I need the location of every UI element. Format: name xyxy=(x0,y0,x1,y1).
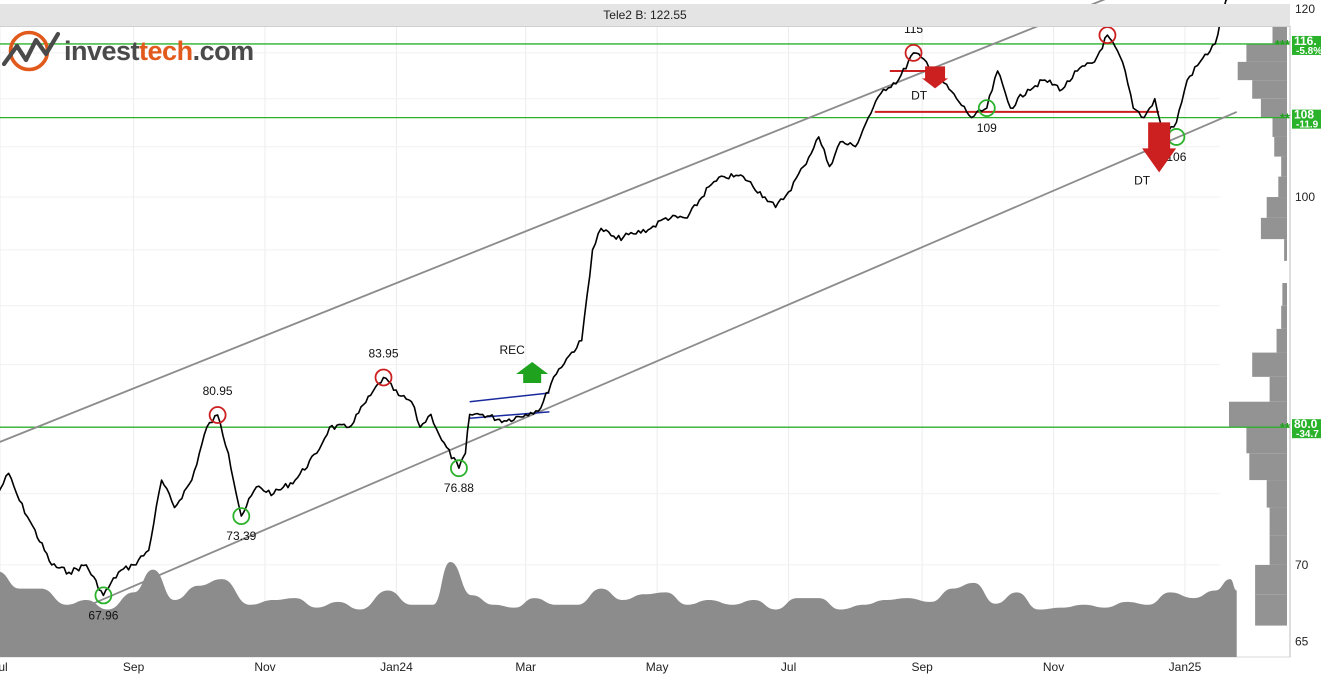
volume-profile-bar xyxy=(1255,594,1287,626)
up-arrow-icon xyxy=(516,362,549,384)
volume-profile-bar xyxy=(1252,80,1287,99)
y-tick-label: 100 xyxy=(1295,190,1315,204)
signal-label: DT xyxy=(911,88,928,102)
volume-profile-bar xyxy=(1229,401,1287,428)
volume-profile-bar xyxy=(1272,117,1287,137)
x-tick-label: Mar xyxy=(515,660,536,674)
level-labels: *** 116.-5.8%** 108-11.9** 80.0-34.7 xyxy=(1275,34,1321,440)
volume-profile-bar xyxy=(1249,453,1287,481)
bottom-label: 76.88 xyxy=(444,481,474,495)
x-tick-label: Jan25 xyxy=(1169,660,1202,674)
bottom-marker xyxy=(232,507,251,526)
level-percent: -5.8% xyxy=(1296,46,1321,57)
bottom-label: 73.39 xyxy=(226,529,256,543)
volume-profile-bar xyxy=(1252,352,1287,377)
peak-marker xyxy=(374,368,393,387)
y-tick-label: 65 xyxy=(1295,634,1309,648)
volume-profile-bar xyxy=(1260,98,1287,118)
bottom-label: 109 xyxy=(977,121,997,135)
level-badge xyxy=(1292,35,1321,55)
rectangle-top-line xyxy=(469,392,550,403)
peak-marker xyxy=(208,406,227,424)
bottom-marker xyxy=(450,459,468,478)
support-resistance-lines xyxy=(0,43,1290,428)
peak-marker xyxy=(1098,26,1117,44)
level-percent: -11.9 xyxy=(1296,120,1319,131)
price-layer xyxy=(0,0,1228,597)
signal-label: DT xyxy=(1134,173,1151,187)
volume-profile-bar xyxy=(1284,239,1287,261)
level-badge xyxy=(1292,109,1321,129)
volume-profile-bar xyxy=(1246,427,1287,454)
x-tick-label: Jan24 xyxy=(380,660,413,674)
volume-profile-bar xyxy=(1278,176,1287,198)
volume-area xyxy=(0,562,1237,657)
trend-channel xyxy=(0,0,1238,645)
volume-profile-bar xyxy=(1269,535,1287,565)
x-tick-label: May xyxy=(646,660,669,674)
level-value: 80.0 xyxy=(1294,417,1318,431)
volume-profile-bar xyxy=(1260,217,1287,240)
investtech-logo[interactable]: investtech.com xyxy=(2,28,254,74)
buy-signal-arrow xyxy=(516,362,549,384)
x-tick-label: Nov xyxy=(254,660,275,674)
volume-profile-bar xyxy=(1276,328,1287,353)
level-percent: -34.7 xyxy=(1296,429,1319,440)
volume-profile-bar xyxy=(1274,136,1287,157)
level-value: 116. xyxy=(1294,34,1317,48)
price-line xyxy=(0,0,1228,597)
signal-arrows: REC DT DT xyxy=(500,66,1177,384)
down-arrow-icon xyxy=(1142,122,1177,173)
x-tick-label: Nov xyxy=(1043,660,1064,674)
volume-profile-bar xyxy=(1266,197,1287,218)
volume-profile-bar xyxy=(1266,480,1287,508)
peak-label: 80.95 xyxy=(203,384,233,398)
y-tick-label: 120 xyxy=(1295,2,1315,16)
chart-title: Tele2 B: 122.55 xyxy=(0,4,1290,27)
volume-profile-bar xyxy=(1269,507,1287,536)
level-badge xyxy=(1292,419,1321,439)
volume-profile-bar xyxy=(1246,43,1287,62)
signal-label: REC xyxy=(500,343,526,357)
x-tick-label: Jul xyxy=(0,660,8,674)
logo-mark-icon xyxy=(2,30,60,72)
volume-profile-bar xyxy=(1272,26,1287,44)
level-stars: *** xyxy=(1275,37,1291,52)
trend-channel-line xyxy=(0,0,1106,443)
level-stars: ** xyxy=(1280,420,1291,435)
x-tick-label: Sep xyxy=(123,660,145,674)
volume-profile-bar xyxy=(1269,376,1287,402)
y-tick-label: 70 xyxy=(1295,558,1309,572)
level-stars: ** xyxy=(1280,111,1291,126)
x-tick-label: Jul xyxy=(781,660,796,674)
rectangle-bottom-line xyxy=(469,411,550,419)
volume-profile-bar xyxy=(1237,61,1287,81)
pattern-formations xyxy=(469,69,1160,419)
volume-profile xyxy=(1229,8,1287,626)
volume-profile-bar xyxy=(1255,564,1287,595)
volume-layer xyxy=(0,562,1237,657)
logo-text: investtech.com xyxy=(64,35,254,66)
grid-lines xyxy=(0,8,1291,658)
peak-label: 83.95 xyxy=(368,346,398,360)
volume-profile-bar xyxy=(1281,156,1287,177)
bottom-marker xyxy=(977,99,996,118)
level-value: 108 xyxy=(1294,108,1314,122)
bottom-marker xyxy=(94,586,113,605)
volume-profile-bar xyxy=(1281,305,1287,329)
peak-marker xyxy=(904,43,923,62)
plot-frame xyxy=(0,25,1291,658)
bottom-label: 67.96 xyxy=(88,608,118,622)
trend-channel-line xyxy=(0,111,1238,645)
x-tick-label: Sep xyxy=(911,660,933,674)
volume-profile-bar xyxy=(1282,283,1287,306)
down-arrow-icon xyxy=(922,66,949,89)
